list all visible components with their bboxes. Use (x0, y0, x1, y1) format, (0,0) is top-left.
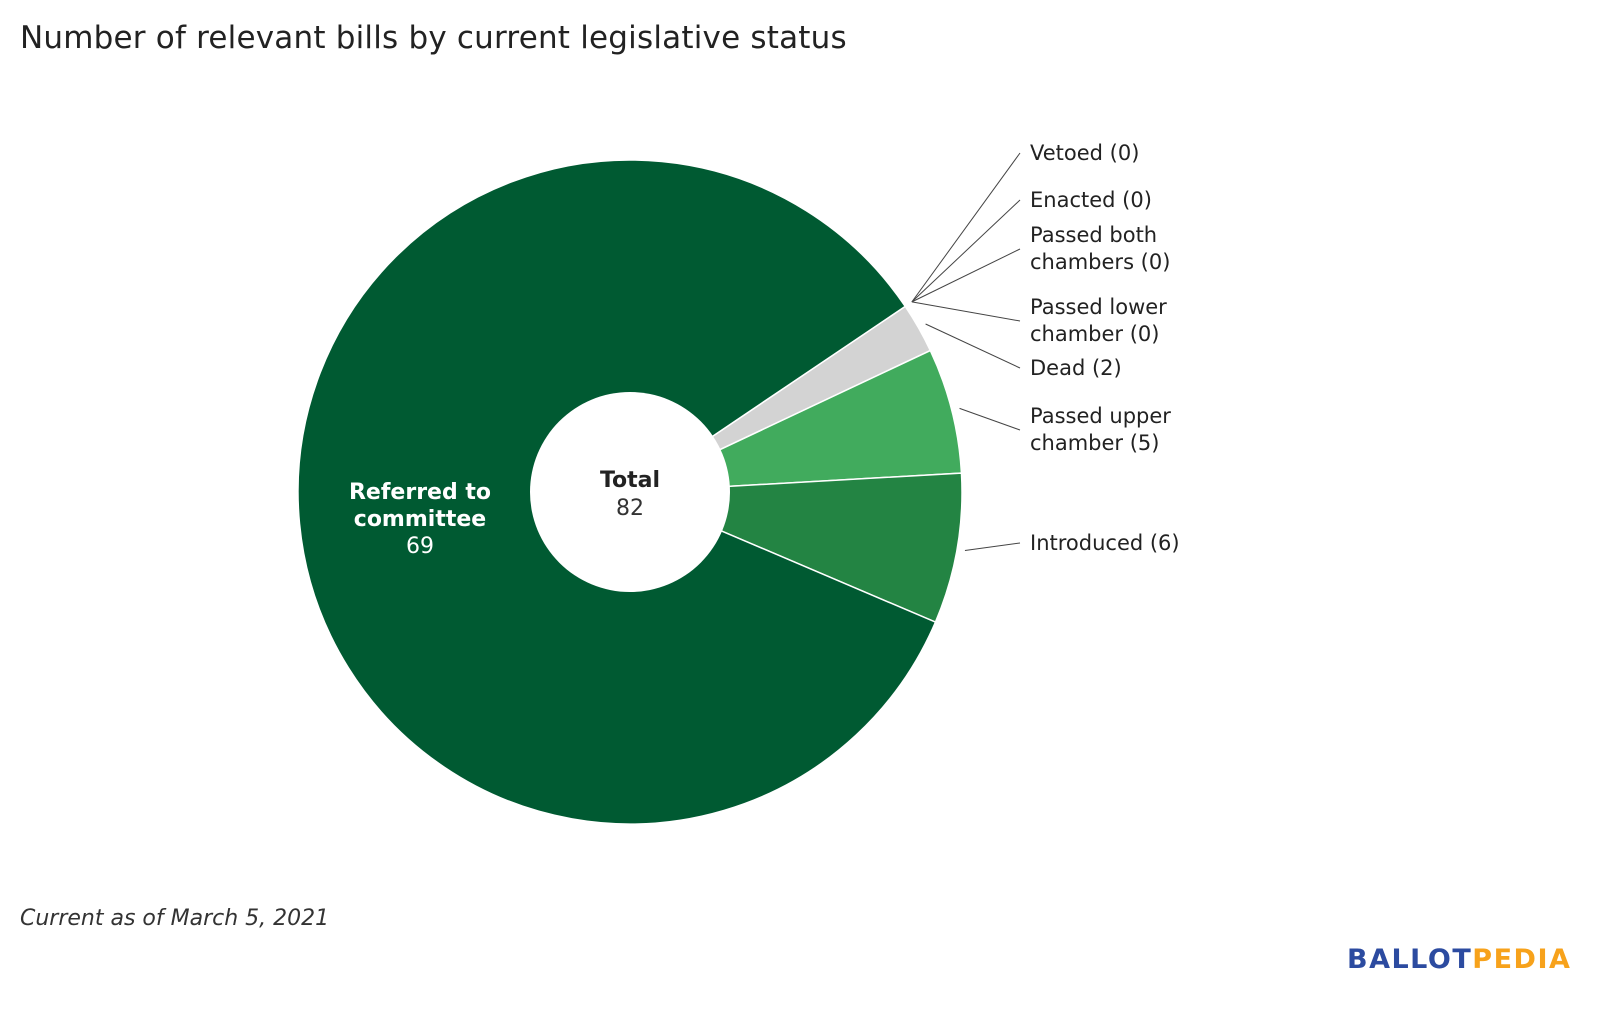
leader-line-vetoed (911, 152, 1021, 303)
logo-part-1: BALLOT (1347, 944, 1473, 975)
legend-label-passed-lower-chamber: chamber (0) (1030, 322, 1160, 346)
leader-line-passed-both-chambers (911, 248, 1021, 303)
leader-lines-group (911, 152, 1021, 551)
legend-label-passed-lower-chamber: Passed lower (1030, 295, 1167, 319)
legend-label-introduced: Introduced (6) (1030, 531, 1180, 555)
legend-label-passed-both-chambers: Passed both (1030, 223, 1157, 247)
legend-label-dead: Dead (2) (1030, 356, 1122, 380)
leader-line-introduced (964, 542, 1021, 551)
inner-label-referred-to-committee: 69 (406, 534, 434, 559)
leader-line-passed-upper-chamber (959, 407, 1021, 431)
leader-line-passed-lower-chamber (911, 301, 1021, 322)
leader-line-enacted (911, 199, 1021, 303)
center-total-value: 82 (616, 496, 644, 521)
legend-label-passed-upper-chamber: chamber (5) (1030, 431, 1160, 455)
legend-label-enacted: Enacted (0) (1030, 188, 1152, 212)
chart-title: Number of relevant bills by current legi… (20, 20, 847, 56)
legend-label-vetoed: Vetoed (0) (1030, 141, 1139, 165)
ballotpedia-logo: BALLOTPEDIA (1347, 944, 1571, 975)
labels-group: Vetoed (0) Enacted (0) Passed both chambers… (349, 141, 1180, 559)
inner-label-referred-to-committee: Referred to (349, 480, 491, 505)
logo-part-2: PEDIA (1472, 944, 1572, 975)
donut-hole (530, 392, 730, 592)
center-total-label: Total (600, 468, 660, 493)
legend-label-passed-both-chambers: chambers (0) (1030, 250, 1170, 274)
legend-label-passed-upper-chamber: Passed upper (1030, 404, 1171, 428)
footnote: Current as of March 5, 2021 (20, 906, 330, 931)
leader-line-dead (925, 323, 1021, 369)
inner-label-referred-to-committee: committee (354, 507, 486, 532)
